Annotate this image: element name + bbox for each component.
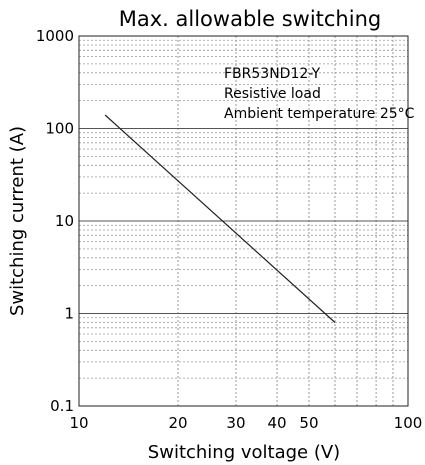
x-tick-label: 30 [226,414,245,432]
chart-title: Max. allowable switching [119,7,381,31]
y-tick-label: 1000 [36,27,74,45]
annotation-load: Resistive load [224,86,321,102]
x-tick-label: 40 [268,414,287,432]
annotation-model: FBR53ND12-Y [224,66,321,82]
y-tick-label: 10 [55,212,74,230]
x-tick-label: 50 [299,414,318,432]
annotation-block: FBR53ND12-Y Resistive load Ambient tempe… [224,66,415,122]
y-tick-label: 0.1 [50,397,74,415]
x-tick-label: 10 [69,414,88,432]
x-axis-label: Switching voltage (V) [148,442,340,463]
plot-area-frame [78,35,409,407]
y-tick-label: 1 [64,305,74,323]
series-line [104,114,336,323]
chart-grid [79,36,408,406]
x-tick-label: 100 [394,414,423,432]
y-tick-labels: 0.1 1 10 100 1000 [36,27,74,415]
y-axis-label: Switching current (A) [7,126,28,316]
x-tick-label: 20 [168,414,187,432]
series-group [104,114,336,323]
y-tick-label: 100 [45,120,74,138]
x-tick-labels: 10 20 30 40 50 100 [69,414,422,432]
annotation-temperature: Ambient temperature 25°C [224,106,415,122]
